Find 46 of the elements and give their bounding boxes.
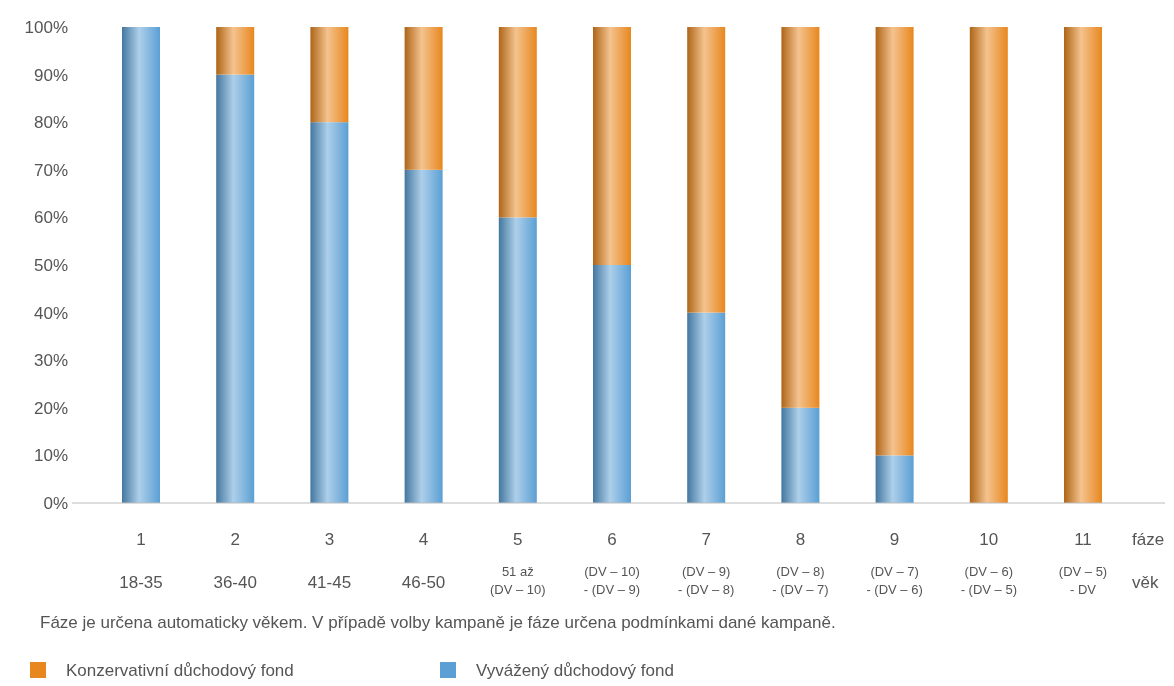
bar bbox=[593, 27, 631, 265]
y-tick-label: 30% bbox=[33, 351, 68, 371]
bar bbox=[781, 407, 820, 503]
x-tick-label: 6 (DV – 10) - (DV – 9) bbox=[583, 530, 641, 597]
y-tick-label: 80% bbox=[33, 113, 68, 133]
category-label: 1 18-35 bbox=[119, 530, 163, 592]
legend-label: Konzervativní důchodový fond bbox=[66, 661, 294, 680]
category-label: 4 46-50 bbox=[401, 530, 446, 592]
bar bbox=[216, 27, 255, 75]
y-tick-label: 70% bbox=[33, 160, 68, 180]
bar bbox=[781, 27, 820, 408]
x-tick-label: 11 (DV – 5) - DV bbox=[1058, 530, 1108, 597]
bar bbox=[216, 74, 255, 503]
bar bbox=[969, 27, 1008, 503]
y-tick-label: 0% bbox=[43, 493, 68, 513]
text: věk bbox=[1132, 573, 1159, 592]
x-tick-label: 8 (DV – 8) - (DV – 7) bbox=[772, 530, 829, 597]
bar bbox=[1064, 27, 1102, 503]
y-tick-label: 100% bbox=[24, 17, 68, 37]
bar bbox=[310, 27, 349, 123]
bar bbox=[498, 217, 537, 503]
bar bbox=[122, 27, 160, 503]
bar bbox=[498, 27, 537, 218]
text: Fáze je určena automaticky věkem. V případě volby kampaně je fáze určena podmínkami dané kampaně. bbox=[40, 613, 836, 632]
x-tick-label: 9 (DV – 7) - (DV – 6) bbox=[866, 530, 923, 597]
bar bbox=[310, 122, 349, 503]
y-tick-label: 60% bbox=[33, 208, 68, 228]
bar bbox=[593, 265, 631, 503]
legend-label: Vyvážený důchodový fond bbox=[476, 661, 674, 680]
category-label: 3 41-45 bbox=[307, 530, 352, 592]
x-tick-label: 10 (DV – 6) - (DV – 5) bbox=[960, 530, 1017, 597]
y-tick-label: 20% bbox=[33, 398, 68, 418]
y-tick-label: 10% bbox=[33, 446, 68, 466]
bar bbox=[687, 27, 726, 313]
category-label: 2 36-40 bbox=[213, 530, 257, 592]
bar bbox=[404, 169, 443, 503]
text: fáze bbox=[1132, 530, 1165, 549]
y-tick-label: 90% bbox=[33, 65, 68, 85]
bar bbox=[875, 27, 914, 456]
bar bbox=[404, 27, 443, 170]
bar bbox=[687, 312, 726, 503]
x-tick-label: 5 51 až (DV – 10) bbox=[489, 530, 546, 597]
y-tick-label: 40% bbox=[33, 303, 68, 323]
x-tick-label: 7 (DV – 9) - (DV – 8) bbox=[678, 530, 735, 597]
bar bbox=[875, 455, 914, 503]
y-tick-label: 50% bbox=[33, 255, 68, 275]
